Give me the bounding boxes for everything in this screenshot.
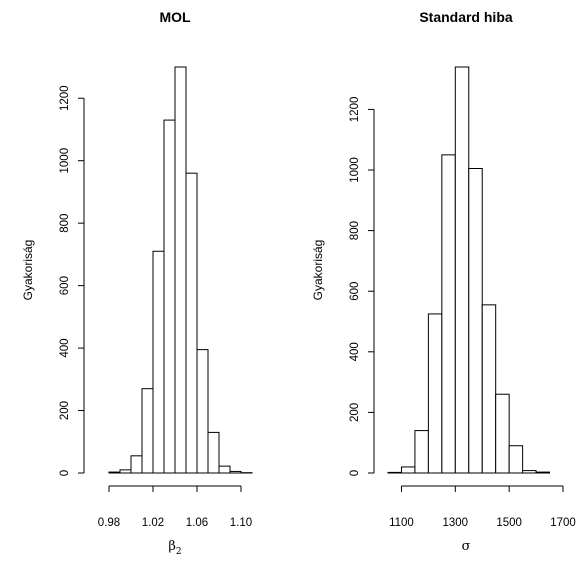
x-axis-label: β2 bbox=[168, 539, 181, 557]
x-tick-label: 1300 bbox=[443, 517, 469, 529]
histogram-bar bbox=[218, 465, 231, 474]
histogram-bar bbox=[441, 154, 456, 474]
chart-title: MOL bbox=[159, 9, 191, 25]
histogram-bar bbox=[481, 304, 497, 474]
histogram-bar bbox=[141, 388, 154, 474]
y-axis-label: Gyakoriság bbox=[311, 240, 325, 301]
x-axis-label-subscript: 2 bbox=[176, 547, 182, 557]
y-tick-label: 1000 bbox=[59, 148, 71, 174]
x-axis-label-symbol: σ bbox=[462, 539, 471, 554]
x-tick-label: 1100 bbox=[389, 517, 414, 529]
histogram-bar bbox=[108, 471, 121, 474]
histogram-bar bbox=[152, 250, 165, 474]
y-axis-label: Gyakoriság bbox=[21, 240, 35, 301]
histogram-bar bbox=[427, 313, 443, 474]
histogram-bar bbox=[119, 469, 132, 474]
y-tick-label: 400 bbox=[349, 342, 361, 361]
histogram-bar bbox=[229, 470, 242, 474]
histogram-bar bbox=[495, 393, 510, 474]
histogram-panel-mol: MOL 0 200 400 600 800 1000 1200 0.98 1.02 1.06 1.10… bbox=[21, 9, 253, 557]
y-tick-label: 200 bbox=[59, 401, 71, 420]
y-tick-label: 0 bbox=[349, 470, 361, 476]
x-axis-label: σ bbox=[462, 539, 471, 554]
y-tick-label: 400 bbox=[59, 338, 71, 357]
y-tick-label: 1000 bbox=[349, 157, 361, 183]
histogram-bar bbox=[522, 470, 537, 474]
histogram-bar bbox=[535, 471, 551, 474]
histogram-panel-standard-hiba: Standard hiba 0 200 400 600 800 1000 1200 1100 13… bbox=[311, 9, 576, 554]
y-tick-label: 200 bbox=[349, 403, 361, 422]
x-axis-label-symbol: β bbox=[168, 539, 176, 554]
histogram-bar bbox=[174, 66, 187, 474]
chart-title: Standard hiba bbox=[419, 9, 513, 25]
histogram-bar bbox=[414, 430, 429, 474]
histogram-bar bbox=[454, 66, 470, 474]
histogram-bar bbox=[207, 431, 220, 474]
y-tick-label: 1200 bbox=[349, 97, 361, 123]
histogram-bar bbox=[185, 172, 198, 474]
histogram-bar bbox=[508, 445, 524, 474]
x-tick-label: 1700 bbox=[550, 517, 576, 529]
x-tick-label: 1.02 bbox=[142, 517, 164, 529]
histogram-bar bbox=[400, 466, 416, 474]
y-tick-label: 600 bbox=[349, 282, 361, 301]
x-tick-label: 0.98 bbox=[98, 517, 120, 529]
y-tick-label: 1200 bbox=[59, 85, 71, 111]
histogram-bar bbox=[163, 119, 176, 474]
y-tick-label: 600 bbox=[59, 276, 71, 295]
y-tick-label: 0 bbox=[59, 470, 71, 476]
histogram-bar bbox=[196, 349, 209, 474]
x-tick-label: 1.06 bbox=[186, 517, 208, 529]
histogram-bar bbox=[130, 455, 143, 474]
y-tick-label: 800 bbox=[349, 221, 361, 240]
x-tick-label: 1500 bbox=[496, 517, 522, 529]
y-tick-label: 800 bbox=[59, 214, 71, 233]
x-tick-label: 1.10 bbox=[230, 517, 252, 529]
histogram-bar bbox=[468, 168, 483, 474]
histogram-bar bbox=[387, 471, 402, 474]
